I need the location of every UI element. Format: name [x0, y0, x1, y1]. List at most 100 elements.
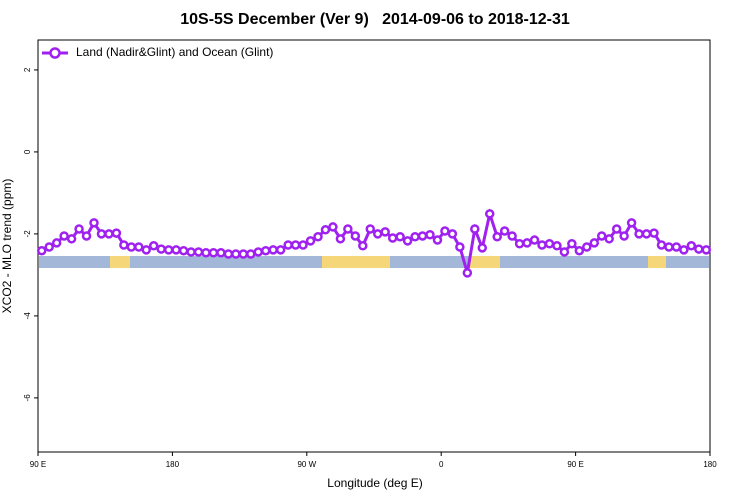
- point: [36, 245, 47, 256]
- point: [641, 229, 652, 239]
- point: [410, 232, 420, 242]
- x-tick-label: 0: [439, 460, 444, 469]
- point: [44, 242, 54, 252]
- point: [350, 231, 361, 241]
- point: [89, 218, 99, 228]
- plot-frame: [37, 39, 711, 453]
- point: [141, 245, 152, 255]
- point: [604, 234, 614, 244]
- point: [664, 242, 674, 252]
- x-tick-label: 180: [166, 460, 180, 469]
- point: [395, 232, 405, 242]
- point: [59, 231, 69, 241]
- point: [380, 227, 390, 237]
- point: [701, 245, 712, 255]
- point: [290, 240, 301, 250]
- point: [552, 241, 562, 251]
- point: [611, 224, 622, 234]
- x-tick-label: 90 W: [297, 460, 316, 469]
- point: [320, 225, 331, 235]
- point: [477, 243, 488, 253]
- map-strip: [39, 256, 709, 268]
- point: [231, 249, 241, 259]
- x-tick-label: 90 E: [567, 460, 583, 469]
- point: [567, 238, 577, 249]
- point: [111, 228, 122, 238]
- y-tick-label: -4: [23, 312, 32, 320]
- point: [559, 247, 570, 257]
- chart-title: 10S-5S December (Ver 9) 2014-09-06 to 20…: [180, 11, 570, 28]
- point: [671, 242, 682, 252]
- point: [328, 222, 338, 232]
- point: [275, 245, 286, 255]
- point: [313, 232, 323, 242]
- point: [440, 226, 450, 236]
- point: [298, 240, 308, 250]
- y-tick-label: 0: [23, 149, 32, 154]
- point: [253, 247, 264, 257]
- point: [596, 231, 607, 241]
- x-tick-label: 90 E: [30, 460, 46, 469]
- point: [193, 247, 204, 257]
- point: [358, 241, 368, 251]
- point: [51, 238, 62, 248]
- point: [582, 242, 592, 252]
- point: [134, 242, 144, 252]
- point: [634, 229, 644, 239]
- point: [260, 245, 271, 256]
- point: [686, 241, 697, 251]
- point: [537, 240, 547, 250]
- legend-marker: [49, 47, 61, 59]
- point: [163, 245, 174, 255]
- x-tick-label: 180: [703, 460, 717, 469]
- point: [492, 232, 502, 242]
- point: [484, 209, 495, 219]
- point: [335, 234, 346, 244]
- point: [425, 229, 435, 240]
- point: [119, 240, 129, 250]
- point: [81, 231, 92, 241]
- point: [126, 242, 137, 252]
- point: [66, 234, 77, 244]
- point: [649, 228, 659, 238]
- point: [171, 245, 181, 255]
- point: [156, 244, 166, 254]
- point: [470, 224, 480, 234]
- point: [507, 231, 517, 241]
- point: [387, 233, 398, 243]
- point: [372, 229, 383, 239]
- y-axis-label: XCO2 - MLO trend (ppm): [0, 179, 14, 314]
- point: [208, 248, 219, 258]
- point: [574, 245, 585, 256]
- point: [589, 238, 600, 248]
- point: [679, 245, 689, 255]
- point: [417, 231, 428, 241]
- point: [96, 229, 107, 239]
- point: [432, 235, 443, 245]
- point: [216, 248, 226, 258]
- point: [104, 229, 114, 239]
- point: [529, 235, 540, 245]
- point: [268, 245, 278, 255]
- point: [148, 241, 159, 251]
- y-tick-label: 2: [23, 67, 32, 72]
- point: [455, 242, 465, 252]
- point: [544, 238, 555, 249]
- point: [626, 218, 637, 228]
- point: [223, 249, 234, 259]
- point: [283, 240, 293, 250]
- point: [178, 245, 189, 256]
- point: [447, 229, 458, 239]
- point: [305, 236, 316, 246]
- point: [246, 249, 256, 259]
- legend-label: Land (Nadir&Glint) and Ocean (Glint): [76, 45, 273, 59]
- point: [694, 244, 704, 254]
- point: [365, 224, 376, 234]
- point: [186, 247, 196, 257]
- point: [343, 224, 353, 234]
- point: [74, 224, 84, 234]
- point: [238, 249, 249, 259]
- point: [656, 240, 667, 250]
- point: [499, 226, 510, 236]
- x-axis-label: Longitude (deg E): [327, 476, 422, 490]
